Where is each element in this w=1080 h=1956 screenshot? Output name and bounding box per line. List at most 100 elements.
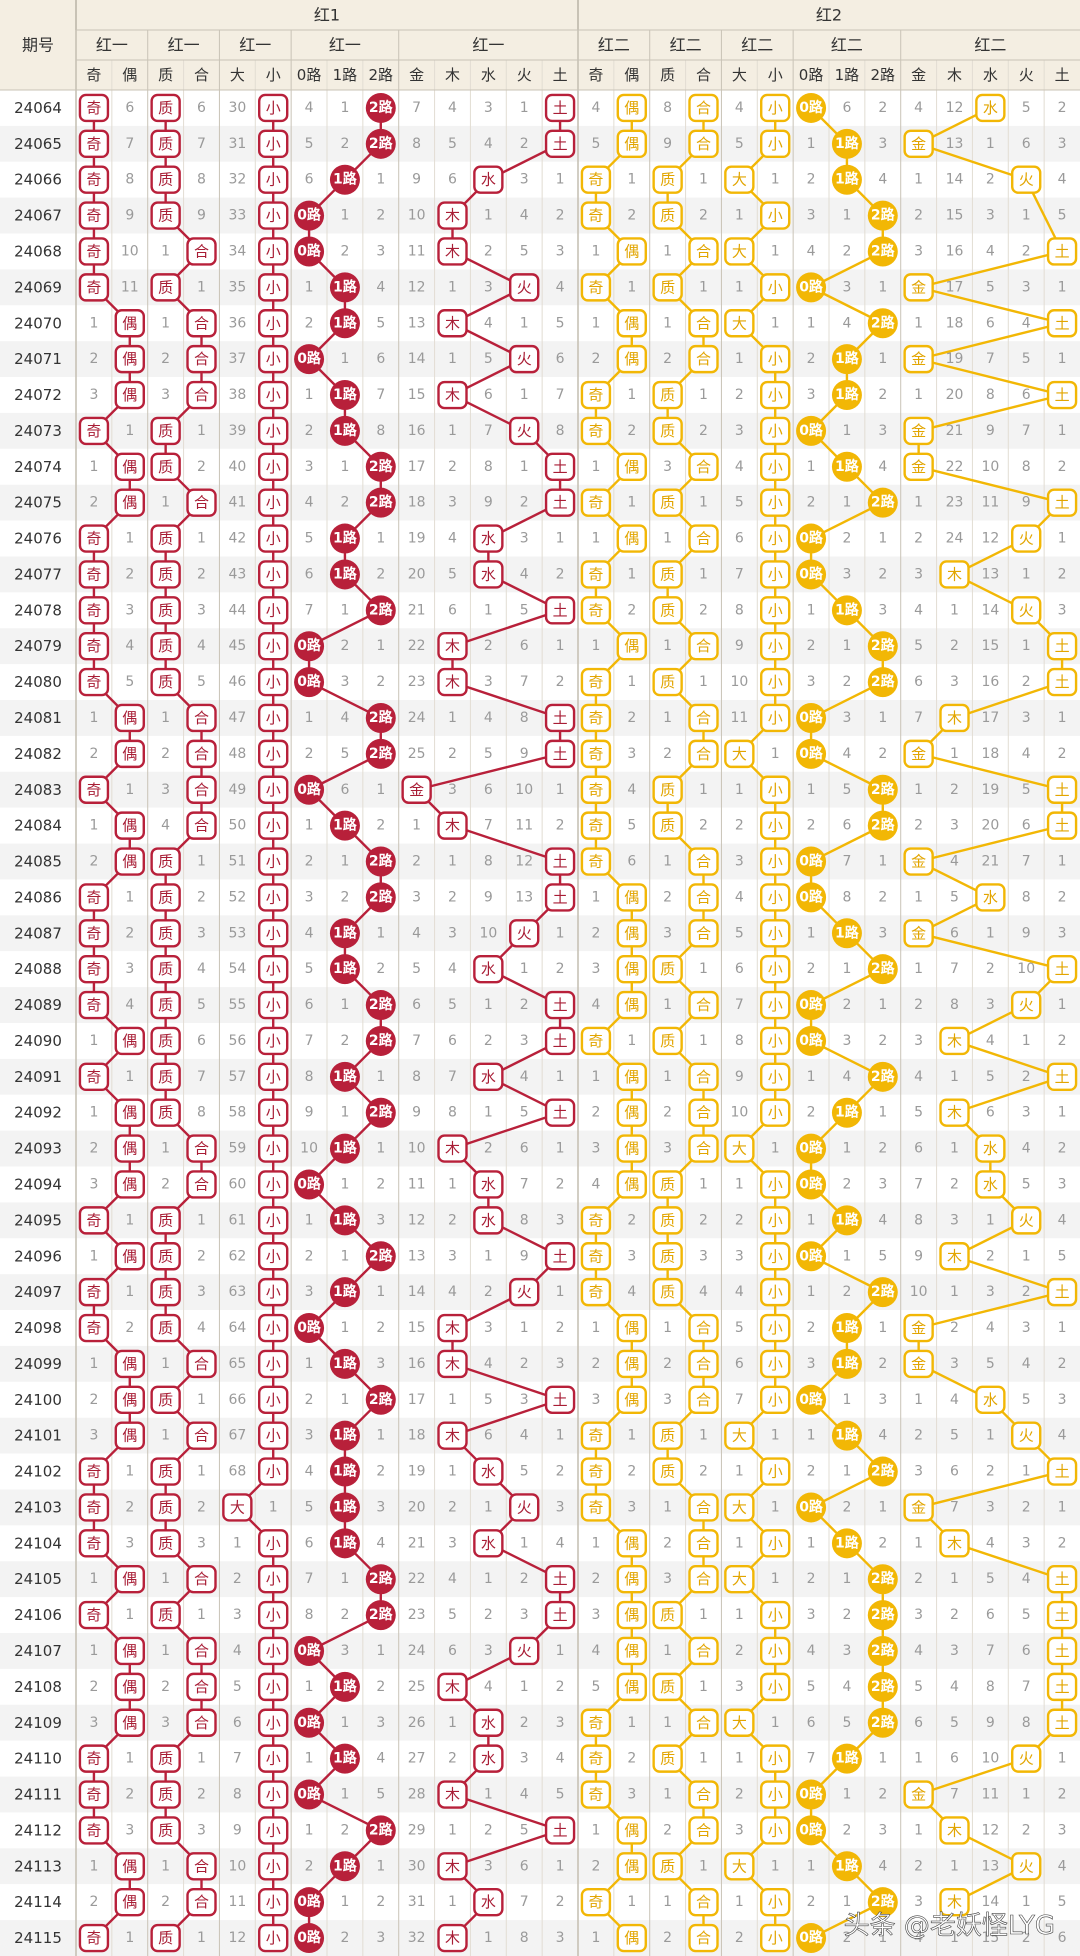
omission: 19: [408, 1464, 426, 1480]
omission: 1: [233, 1535, 242, 1551]
omission: 2: [986, 961, 995, 977]
omission: 1: [699, 172, 708, 188]
hit-label: 奇: [86, 171, 101, 189]
omission: 2: [1058, 1356, 1067, 1372]
omission: 10: [479, 925, 497, 941]
omission: 1: [771, 243, 780, 259]
hit-label: 小: [768, 1606, 783, 1624]
hit-box: [78, 883, 110, 912]
omission: 1: [627, 387, 636, 403]
hit-label: 偶: [122, 458, 137, 476]
omission: 56: [228, 1033, 246, 1049]
hit-box: [150, 201, 181, 230]
omission: 22: [408, 638, 426, 654]
hit-label: 1路: [835, 1104, 860, 1121]
omission: 1: [161, 495, 170, 511]
omission: 1: [556, 1428, 565, 1444]
hit-label: 偶: [122, 1140, 137, 1158]
omission: 1: [663, 243, 672, 259]
hit-label: 合: [696, 1786, 711, 1804]
hit-box: [150, 1206, 181, 1235]
omission: 9: [986, 1715, 995, 1731]
omission: 3: [878, 136, 887, 152]
hit-box: [114, 1852, 145, 1881]
trend-line: [954, 1039, 1063, 1078]
omission: 2: [89, 495, 98, 511]
omission: 1: [735, 782, 744, 798]
omission: 7: [520, 1894, 529, 1910]
omission: 2: [986, 1464, 995, 1480]
omission: 3: [520, 1751, 529, 1767]
omission: 1: [1022, 1248, 1031, 1264]
omission: 8: [1022, 889, 1031, 905]
omission: 4: [627, 1284, 636, 1300]
hit-box: [186, 739, 217, 769]
hit-label: 小: [266, 207, 281, 225]
omission: 2: [1058, 100, 1067, 116]
omission: 2: [842, 1607, 851, 1623]
trend-line: [918, 250, 1063, 289]
hit-box: [473, 1170, 504, 1199]
omission: 8: [986, 387, 995, 403]
road-hit: [365, 1241, 396, 1272]
omission: 1: [986, 925, 995, 941]
omission: 1: [197, 531, 206, 547]
road-hit: [329, 272, 360, 303]
omission: 5: [986, 1356, 995, 1372]
hit-label: 合: [194, 1714, 209, 1732]
hit-box: [258, 811, 289, 840]
omission: 1: [1058, 1320, 1067, 1336]
hit-box: [258, 1134, 289, 1163]
omission: 5: [520, 243, 529, 259]
hit-label: 小: [266, 171, 281, 189]
hit-box: [580, 1780, 612, 1809]
road-hit: [867, 1887, 898, 1918]
hit-label: 质: [660, 565, 675, 583]
hit-label: 大: [732, 1857, 747, 1875]
issue-number: 24073: [14, 422, 62, 440]
omission: 1: [484, 1930, 493, 1946]
omission: 8: [986, 1679, 995, 1695]
road-hit: [294, 1887, 325, 1918]
omission: 14: [946, 172, 964, 188]
hit-label: 0路: [297, 1929, 322, 1946]
omission: 2: [556, 208, 565, 224]
hit-box: [616, 990, 647, 1020]
column-header: 小: [266, 66, 281, 84]
trend-line: [452, 824, 561, 863]
omission: 4: [914, 1643, 923, 1659]
omission: 1: [340, 1176, 349, 1192]
omission: 6: [842, 818, 851, 834]
omission: 1: [699, 961, 708, 977]
omission: 6: [448, 602, 457, 618]
omission: 4: [197, 961, 206, 977]
omission: 1: [914, 1751, 923, 1767]
omission: 7: [305, 1571, 314, 1587]
omission: 1: [89, 1105, 98, 1121]
omission: 1: [950, 1284, 959, 1300]
omission: 1: [878, 1320, 887, 1336]
hit-label: 合: [194, 1893, 209, 1911]
issue-number: 24115: [14, 1929, 62, 1947]
omission: 2: [448, 1751, 457, 1767]
hit-label: 大: [732, 745, 747, 763]
hit-label: 奇: [86, 1821, 101, 1839]
hit-label: 水: [983, 99, 998, 117]
omission: 5: [197, 997, 206, 1013]
hit-box: [150, 883, 181, 912]
omission: 2: [591, 925, 600, 941]
hit-box: [544, 596, 576, 625]
hit-box: [258, 954, 289, 984]
omission: 2: [340, 1607, 349, 1623]
hit-box: [688, 990, 719, 1020]
hit-label: 小: [266, 530, 281, 548]
omission: 6: [197, 1033, 206, 1049]
hit-box: [78, 775, 110, 804]
hit-label: 2路: [369, 494, 394, 511]
hit-box: [688, 919, 719, 948]
hit-box: [258, 990, 289, 1020]
omission: 5: [448, 997, 457, 1013]
hit-label: 小: [266, 1714, 281, 1732]
hit-box: [150, 1744, 181, 1773]
trend-line: [918, 465, 1063, 504]
